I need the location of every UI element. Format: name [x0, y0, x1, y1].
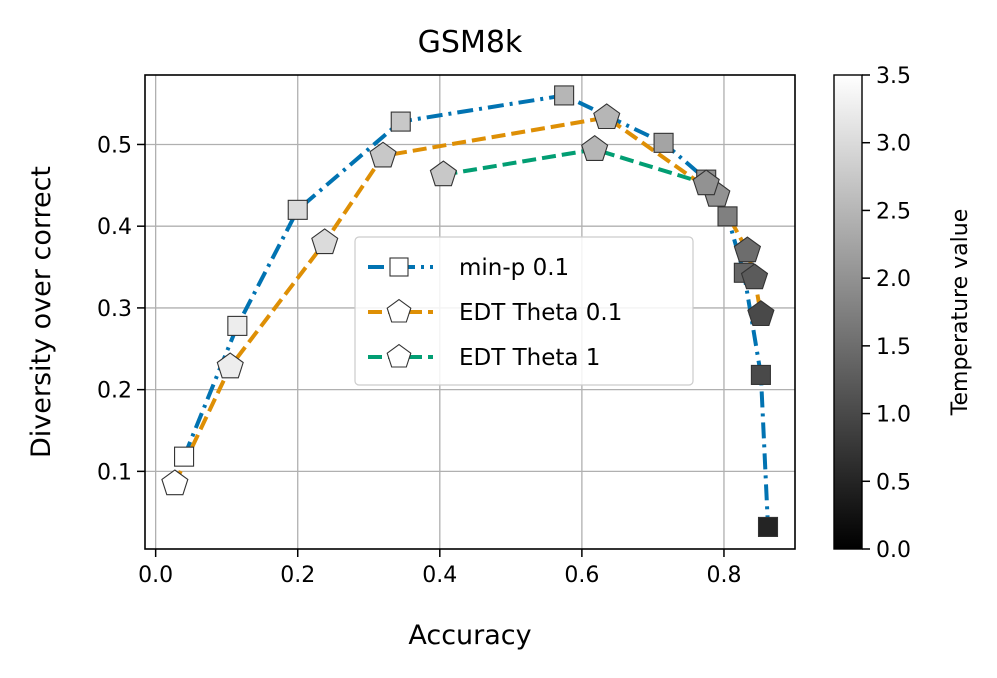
series-line-2: [443, 147, 707, 186]
plot-frame: [144, 74, 796, 550]
axis-ticks-layer: 0.0 0.2 0.4 0.6 0.8 0.1 0.2 0.3 0.4 0.5: [97, 133, 741, 588]
series-1-point: [593, 103, 621, 130]
series-1-point: [216, 352, 244, 379]
x-tick-label: 0.6: [564, 563, 599, 588]
legend-item: EDT Theta 0.1: [368, 298, 622, 326]
colorbar-gradient: [833, 74, 863, 550]
series-1-point: [733, 236, 762, 263]
series-1-point: [161, 469, 189, 496]
legend: min-p 0.1 EDT Theta 0.1 EDT Theta 1: [354, 236, 694, 386]
series-0-point: [750, 364, 771, 385]
legend-marker: [389, 257, 409, 277]
series-2-point: [581, 135, 609, 161]
chart-title: GSM8k: [418, 25, 523, 60]
legend-item: min-p 0.1: [368, 255, 569, 281]
series-2-point: [692, 169, 720, 196]
colorbar-ticks: 0.0 0.5 1.0 1.5 2.0 2.5 3.0 3.5: [862, 64, 911, 563]
colorbar-tick-label: 1.0: [876, 403, 911, 428]
series-1-point: [369, 141, 397, 168]
colorbar-tick-label: 0.0: [876, 538, 911, 563]
y-tick-label: 0.1: [97, 460, 132, 485]
series-0-point: [390, 111, 411, 132]
legend-label: min-p 0.1: [459, 255, 569, 281]
legend-marker: [386, 343, 412, 368]
grid-layer: [145, 75, 795, 549]
y-tick-label: 0.2: [97, 379, 132, 404]
series-0-point: [757, 516, 779, 537]
series-2-point: [429, 160, 457, 187]
colorbar-tick-label: 0.5: [876, 470, 911, 495]
legend-label: EDT Theta 1: [459, 345, 600, 371]
series-1-point: [311, 228, 339, 255]
series-markers-layer: [161, 85, 779, 537]
legend-item: EDT Theta 1: [368, 343, 600, 371]
y-tick-label: 0.5: [97, 133, 132, 158]
series-0-point: [653, 132, 674, 153]
x-tick-label: 0.8: [706, 563, 741, 588]
colorbar-tick-label: 2.0: [876, 267, 911, 292]
colorbar-tick-label: 1.5: [876, 335, 911, 360]
legend-box: [354, 236, 694, 386]
series-0-point: [227, 315, 248, 336]
legend-label: EDT Theta 0.1: [459, 300, 622, 326]
y-axis-label: Diversity over correct: [26, 166, 57, 458]
x-axis-label: Accuracy: [408, 620, 531, 651]
x-tick-label: 0.0: [138, 563, 173, 588]
series-0-point: [287, 199, 308, 220]
colorbar: 0.0 0.5 1.0 1.5 2.0 2.5 3.0 3.5 Temperature val…: [833, 64, 973, 563]
series-1-point: [740, 263, 769, 290]
colorbar-tick-label: 3.0: [876, 132, 911, 157]
x-tick-label: 0.2: [280, 563, 315, 588]
series-0-point: [717, 206, 738, 227]
colorbar-label: Temperature value: [948, 209, 973, 416]
x-tick-label: 0.4: [422, 563, 457, 588]
legend-marker: [386, 298, 412, 323]
y-tick-label: 0.3: [97, 297, 132, 322]
series-1-point: [747, 300, 775, 327]
colorbar-tick-label: 3.5: [876, 64, 911, 89]
series-0-point: [554, 85, 575, 106]
series-0-point: [174, 446, 195, 467]
colorbar-tick-label: 2.5: [876, 199, 911, 224]
y-tick-label: 0.4: [97, 215, 132, 240]
